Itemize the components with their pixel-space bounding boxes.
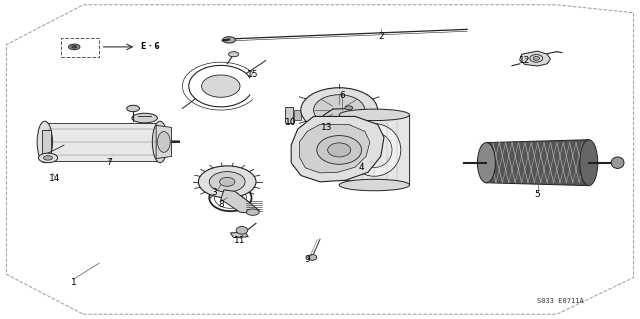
Polygon shape	[520, 51, 550, 66]
Ellipse shape	[339, 109, 410, 121]
Text: 4: 4	[359, 163, 364, 172]
Ellipse shape	[580, 140, 598, 186]
Text: 2: 2	[378, 32, 383, 41]
Bar	[294, 110, 301, 120]
Ellipse shape	[38, 153, 58, 163]
Polygon shape	[339, 115, 410, 185]
Ellipse shape	[220, 177, 235, 186]
Polygon shape	[291, 116, 384, 182]
Bar	[285, 107, 293, 123]
Ellipse shape	[533, 56, 540, 60]
Text: E · 6: E · 6	[141, 42, 159, 51]
Ellipse shape	[308, 255, 317, 260]
Text: 7: 7	[106, 158, 111, 167]
Text: 1: 1	[71, 278, 76, 287]
Polygon shape	[221, 190, 259, 214]
Text: 9: 9	[305, 256, 310, 264]
Ellipse shape	[348, 123, 401, 176]
Text: 13: 13	[321, 123, 332, 132]
Bar	[61, 38, 99, 57]
Text: 3: 3	[212, 189, 217, 197]
Ellipse shape	[317, 136, 362, 164]
Ellipse shape	[345, 106, 353, 110]
Ellipse shape	[209, 172, 245, 192]
Ellipse shape	[198, 166, 256, 198]
Polygon shape	[300, 124, 370, 173]
Ellipse shape	[37, 121, 52, 163]
Polygon shape	[486, 140, 589, 186]
Ellipse shape	[357, 132, 392, 167]
Ellipse shape	[328, 143, 351, 157]
Polygon shape	[42, 130, 51, 154]
Polygon shape	[156, 125, 172, 159]
Text: 5: 5	[535, 190, 540, 199]
Ellipse shape	[246, 209, 259, 215]
Polygon shape	[45, 123, 160, 161]
Text: S033 E0711A: S033 E0711A	[536, 299, 584, 304]
Text: 6: 6	[340, 91, 345, 100]
Ellipse shape	[611, 157, 624, 168]
Ellipse shape	[301, 88, 378, 132]
Ellipse shape	[314, 95, 365, 125]
Ellipse shape	[202, 75, 240, 97]
Text: 14: 14	[49, 174, 60, 183]
Text: 10: 10	[285, 118, 297, 127]
Ellipse shape	[72, 46, 77, 48]
Ellipse shape	[152, 121, 168, 163]
Ellipse shape	[44, 156, 52, 160]
Ellipse shape	[477, 143, 495, 183]
Text: 15: 15	[247, 70, 259, 79]
Ellipse shape	[236, 226, 248, 234]
Ellipse shape	[223, 37, 236, 43]
Ellipse shape	[132, 113, 157, 123]
Text: 8: 8	[218, 200, 223, 209]
Ellipse shape	[157, 131, 170, 152]
Ellipse shape	[228, 52, 239, 57]
Ellipse shape	[68, 44, 80, 50]
Text: 12: 12	[519, 56, 531, 65]
Polygon shape	[230, 232, 248, 238]
Text: 11: 11	[234, 236, 246, 245]
Ellipse shape	[127, 105, 140, 112]
Ellipse shape	[339, 179, 410, 191]
